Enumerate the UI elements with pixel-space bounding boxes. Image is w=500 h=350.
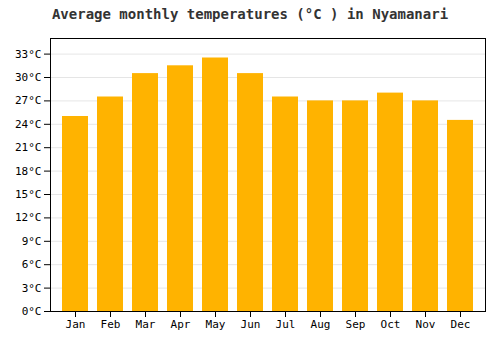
svg-text:30°C: 30°C	[15, 71, 42, 84]
svg-text:Apr: Apr	[171, 318, 191, 331]
svg-text:Jan: Jan	[66, 318, 86, 331]
svg-text:0°C: 0°C	[22, 305, 42, 318]
svg-text:3°C: 3°C	[22, 282, 42, 295]
svg-text:12°C: 12°C	[15, 211, 42, 224]
svg-text:Feb: Feb	[101, 318, 121, 331]
svg-text:27°C: 27°C	[15, 94, 42, 107]
svg-text:Aug: Aug	[311, 318, 331, 331]
svg-text:9°C: 9°C	[22, 235, 42, 248]
svg-text:Oct: Oct	[381, 318, 401, 331]
svg-text:Nov: Nov	[416, 318, 436, 331]
svg-text:May: May	[206, 318, 226, 331]
svg-text:Jul: Jul	[276, 318, 296, 331]
svg-text:33°C: 33°C	[15, 48, 42, 61]
svg-text:18°C: 18°C	[15, 165, 42, 178]
svg-text:Jun: Jun	[241, 318, 261, 331]
svg-text:21°C: 21°C	[15, 141, 42, 154]
svg-text:24°C: 24°C	[15, 118, 42, 131]
svg-text:Dec: Dec	[451, 318, 471, 331]
html-text:Average monthly temperatures (: Average monthly temperatures (°C ) in Ny…	[51, 6, 449, 22]
svg-text:Mar: Mar	[136, 318, 156, 331]
svg-text:Sep: Sep	[346, 318, 366, 331]
svg-text:6°C: 6°C	[22, 258, 42, 271]
svg-text:15°C: 15°C	[15, 188, 42, 201]
